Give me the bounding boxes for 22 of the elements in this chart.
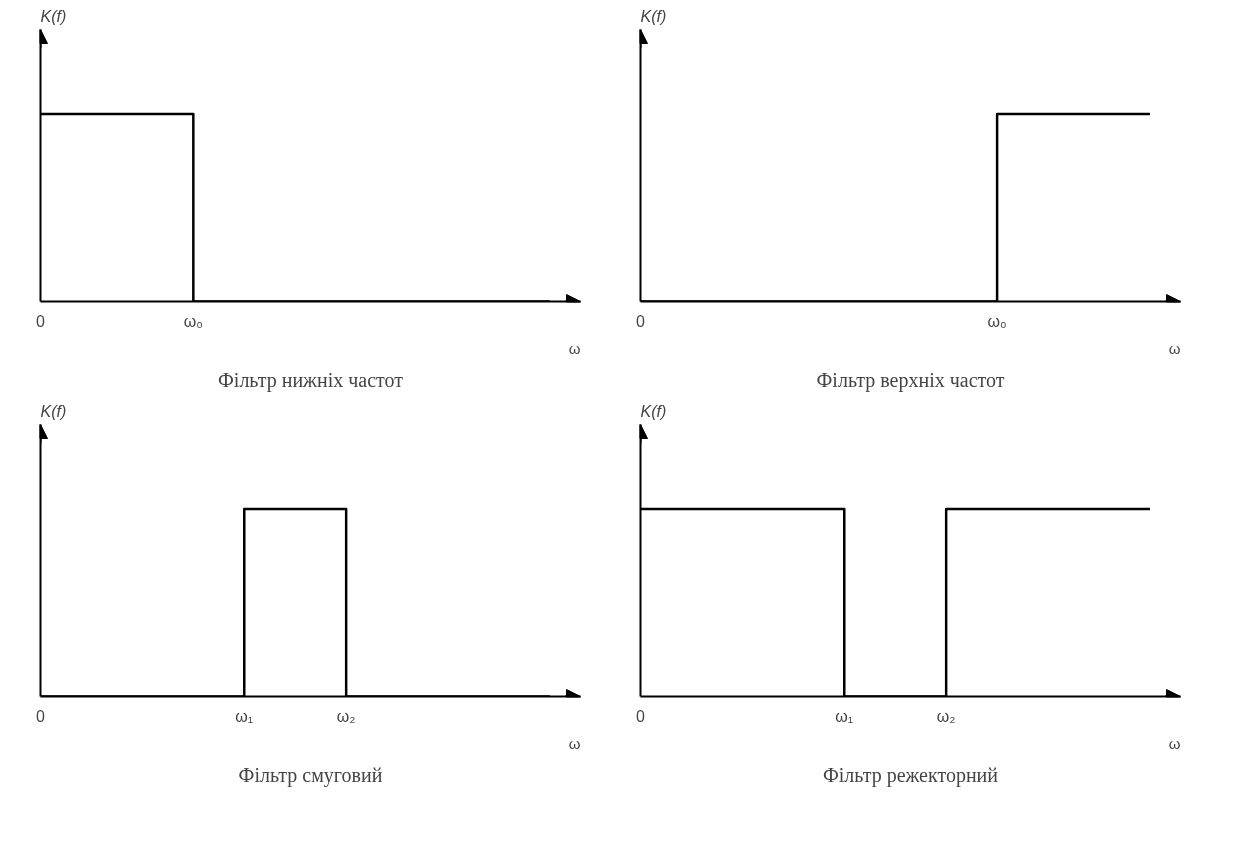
x-tick-label: ω₂ [336, 707, 356, 725]
text: Фільтр нижніх частот [218, 368, 404, 392]
y-axis-title: K(f) [640, 7, 667, 25]
x-tick-label: 0 [636, 312, 646, 330]
y-axis-title: K(f) [40, 402, 67, 420]
text: Фільтр верхніх частот [816, 368, 1005, 392]
x-tick-label: ω₀ [183, 312, 203, 330]
x-tick-label: 0 [36, 707, 46, 725]
x-tick-label: 0 [36, 312, 46, 330]
text: Фільтр режекторний [822, 763, 999, 787]
x-axis-title: ω [568, 734, 581, 752]
x-tick-label: ω₁ [835, 707, 854, 725]
text: Фільтр смуговий [238, 763, 383, 787]
x-tick-label: ω₁ [235, 707, 254, 725]
x-axis-title: ω [1168, 734, 1181, 752]
x-tick-label: ω₂ [936, 707, 956, 725]
y-axis-title: K(f) [640, 402, 667, 420]
x-axis-title: ω [1168, 339, 1181, 357]
x-tick-label: ω₀ [987, 312, 1007, 330]
x-axis-title: ω [568, 339, 581, 357]
x-tick-label: 0 [636, 707, 646, 725]
y-axis-title: K(f) [40, 7, 67, 25]
